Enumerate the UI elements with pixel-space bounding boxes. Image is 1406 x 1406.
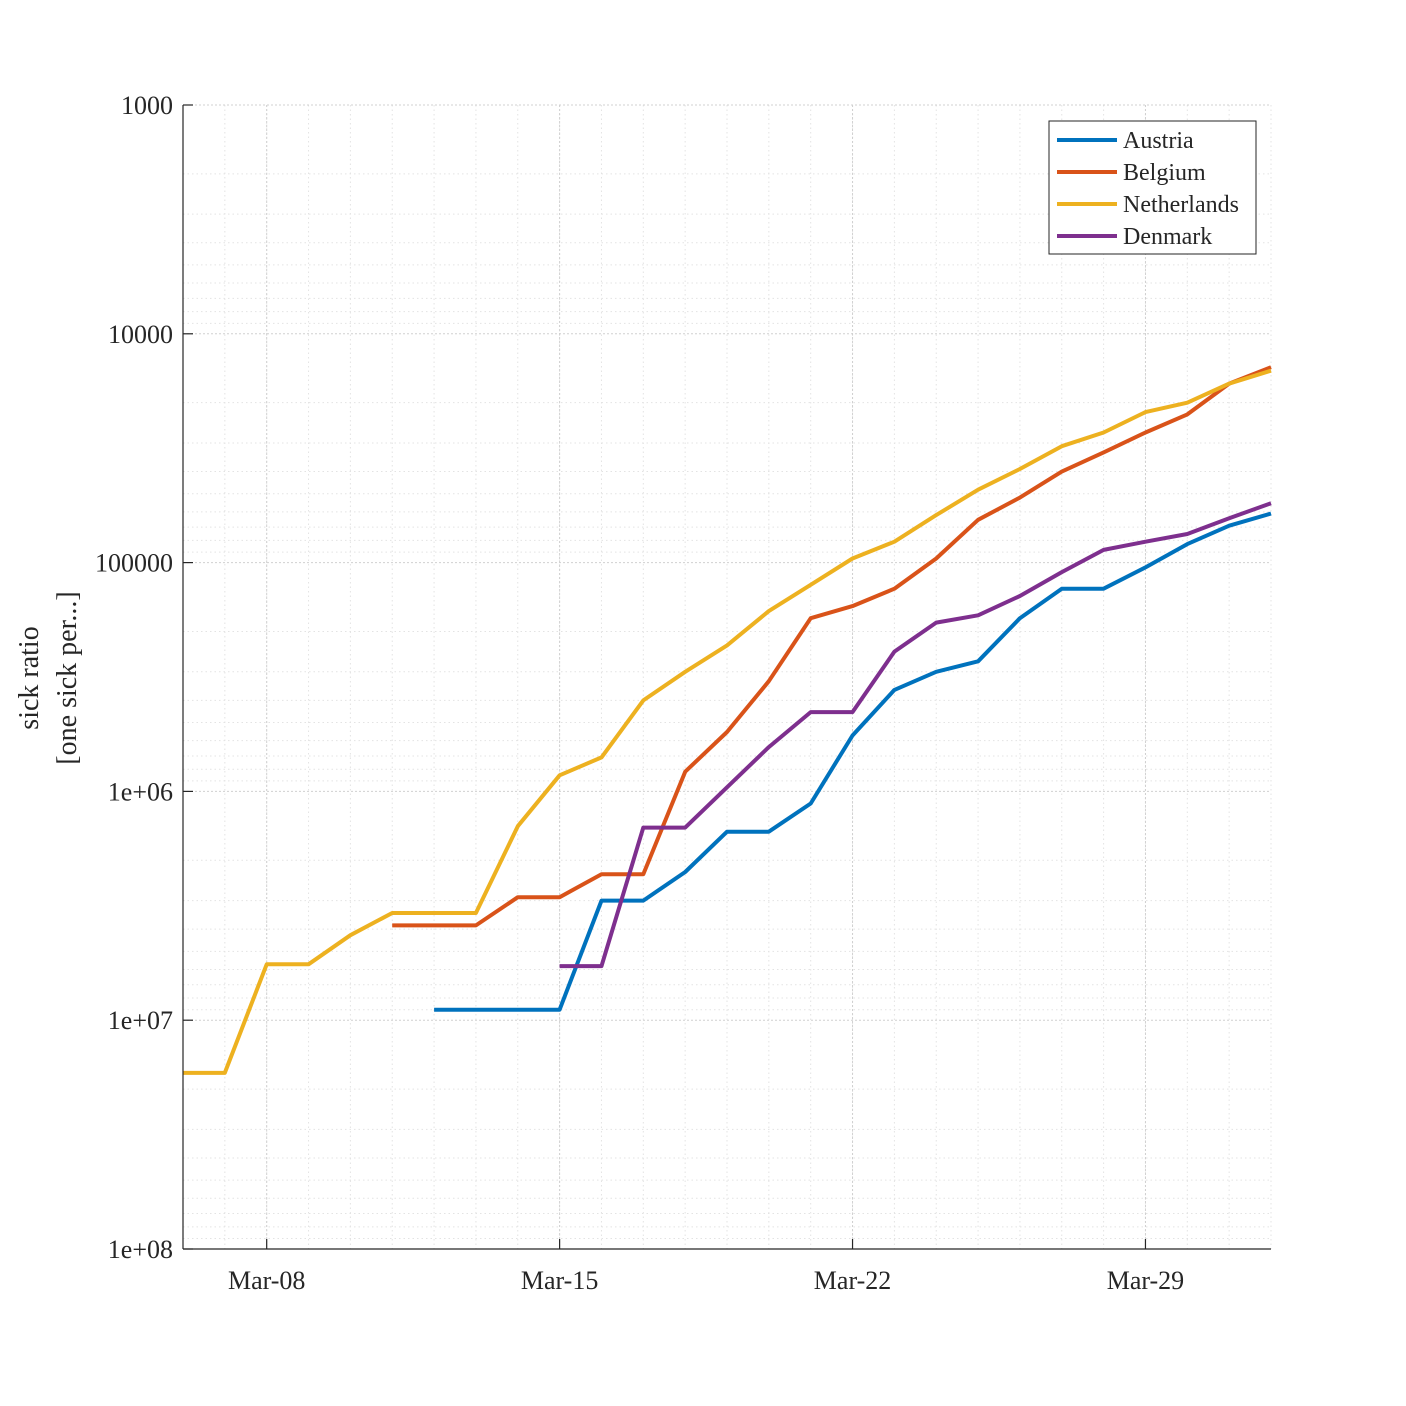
axes (182, 104, 1271, 1250)
y-axis-label: sick ratio [one sick per...] (14, 591, 83, 764)
legend-entry-netherlands: Netherlands (1123, 192, 1239, 218)
y-axis-label-line-1: sick ratio (14, 626, 45, 729)
x-tick-label: Mar-29 (1107, 1266, 1184, 1295)
series-line-austria (434, 511, 1272, 1012)
y-tick-label: 1e+06 (108, 777, 173, 806)
legend-box (1048, 120, 1257, 255)
y-tick-label: 1e+07 (108, 1006, 173, 1035)
legend-entry-belgium: Belgium (1123, 160, 1206, 186)
legend: Austria Belgium Netherlands Denmark (1048, 120, 1257, 255)
legend-entry-austria: Austria (1123, 128, 1194, 154)
tick-labels: Mar-08 Mar-15 Mar-22 Mar-29 1000 10000 100000 1… (95, 91, 1184, 1295)
y-tick-label: 100000 (95, 549, 173, 578)
grid (182, 104, 1272, 1250)
series-line-netherlands (183, 368, 1272, 1075)
y-tick-label: 1e+08 (108, 1235, 173, 1264)
legend-entry-denmark: Denmark (1123, 224, 1212, 250)
x-tick-label: Mar-15 (521, 1266, 598, 1295)
y-tick-label: 10000 (108, 320, 173, 349)
x-tick-label: Mar-22 (814, 1266, 891, 1295)
series-line-denmark (559, 501, 1272, 969)
y-axis-label-line-2: [one sick per...] (52, 591, 83, 764)
x-tick-label: Mar-08 (228, 1266, 305, 1295)
series-lines (183, 365, 1272, 1075)
y-tick-label: 1000 (121, 91, 173, 120)
series-line-belgium (392, 365, 1272, 928)
